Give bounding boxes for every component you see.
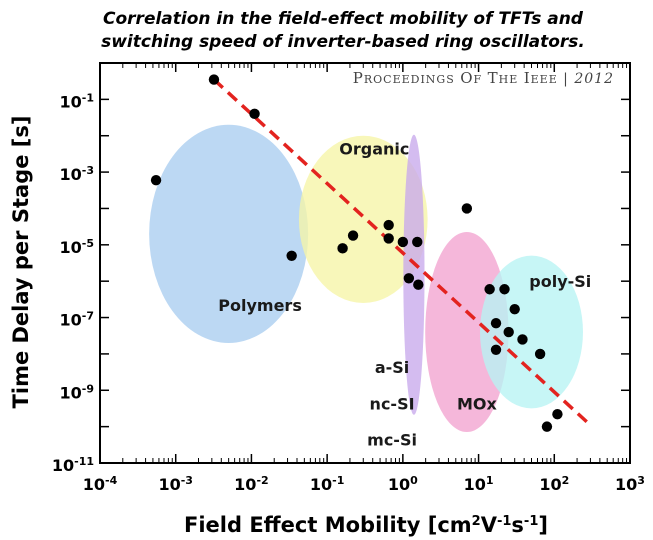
data-point: [286, 250, 297, 261]
region-a-si: [403, 134, 425, 415]
data-point: [552, 408, 563, 420]
data-point: [397, 236, 409, 248]
data-point: [413, 279, 424, 290]
y-tick-label: 10-5: [60, 236, 95, 257]
region-label-a-si: a-Si: [375, 358, 409, 377]
x-tick-label: 103: [615, 474, 645, 495]
journal-year: 2012: [573, 71, 614, 87]
y-tick-label: 10-11: [52, 455, 94, 476]
y-axis-label: Time Delay per Stage [s]: [9, 116, 33, 409]
plot-frame: [99, 62, 631, 464]
data-point: [490, 317, 502, 329]
data-point: [503, 326, 514, 338]
chart-title-line-1: Correlation in the field-effect mobility…: [103, 9, 584, 29]
x-axis-label: Field Effect Mobility [cm2V-1s-1]: [184, 513, 548, 537]
region-label-nc-si: nc-SI: [370, 394, 415, 413]
region-ellipses: [149, 124, 583, 433]
data-point: [347, 230, 359, 241]
data-point: [383, 233, 394, 244]
data-point: [383, 219, 394, 231]
data-point: [517, 334, 528, 345]
region-mox: [425, 232, 509, 433]
trendline-group: [212, 78, 592, 427]
region-label-polymers: Polymers: [218, 296, 302, 315]
y-tick-label: 10-1: [60, 91, 95, 112]
journal-separator: |: [558, 71, 575, 87]
x-tick-label: 100: [388, 474, 418, 495]
trendline: [212, 78, 592, 427]
data-point: [484, 284, 495, 295]
data-point: [499, 284, 510, 295]
region-label-mc-si: mc-Si: [367, 431, 417, 450]
data-point: [403, 273, 415, 284]
y-tick-label: 10-3: [60, 164, 95, 185]
region-organic: [298, 135, 428, 304]
data-point: [490, 344, 502, 355]
region-labels: Polymers Organic a-Si nc-SI mc-Si MOx poly-Si: [218, 140, 591, 450]
data-point: [337, 243, 348, 254]
data-point: [249, 108, 260, 120]
x-tick-label: 102: [539, 474, 569, 495]
data-points: [150, 74, 563, 432]
region-polymers: [149, 124, 309, 343]
x-tick-label: 10-1: [310, 474, 345, 495]
y-tick-label: 10-9: [60, 382, 95, 403]
y-tick-label: 10-7: [60, 309, 95, 330]
axis-ticks: 10-4 10-3 10-2 10-1 100 101 102 103 10-11 10-9 10-…: [52, 62, 645, 495]
x-tick-label: 10-4: [83, 474, 118, 495]
data-point: [208, 74, 220, 85]
x-tick-label: 101: [464, 474, 494, 495]
region-label-mox: MOx: [457, 394, 498, 413]
region-label-organic: Organic: [339, 140, 409, 159]
journal-name: PROCEEDINGS OF THE IEEE: [353, 69, 558, 87]
data-point: [509, 303, 520, 315]
x-tick-label: 10-2: [234, 474, 269, 495]
data-point: [534, 348, 546, 360]
journal-label: PROCEEDINGS OF THE IEEE | 2012: [353, 69, 614, 87]
data-point: [150, 174, 162, 186]
region-label-poly-si: poly-Si: [529, 272, 591, 291]
data-point: [541, 421, 553, 432]
x-tick-label: 10-3: [158, 474, 193, 495]
data-point: [412, 236, 423, 248]
data-point: [461, 203, 473, 214]
chart-title-line-2: switching speed of inverter-based ring o…: [101, 32, 585, 52]
